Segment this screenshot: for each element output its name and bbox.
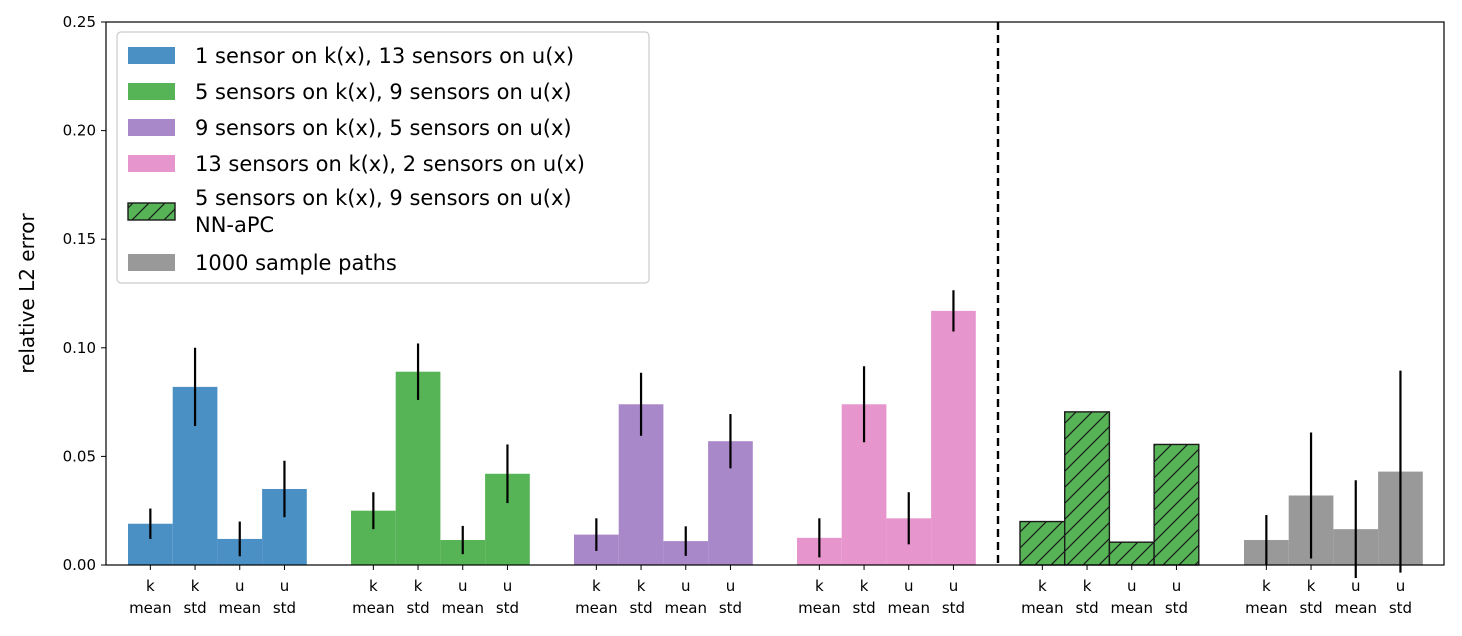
x-tick-label: k (191, 577, 200, 595)
x-tick-label: u (458, 577, 468, 595)
x-tick-label: k (1038, 577, 1047, 595)
legend-swatch (128, 155, 175, 172)
x-tick-label: u (503, 577, 513, 595)
x-tick-label: k (637, 577, 646, 595)
x-tick-label: std (1389, 599, 1412, 617)
x-tick-label: std (1075, 599, 1098, 617)
legend-swatch (128, 47, 175, 64)
bar (395, 371, 441, 565)
x-tick-label: k (815, 577, 824, 595)
legend-label: 9 sensors on k(x), 5 sensors on u(x) (195, 116, 572, 140)
legend-swatch-hatch (127, 202, 176, 221)
legend-swatch (128, 254, 175, 271)
legend-label: 5 sensors on k(x), 9 sensors on u(x) (195, 186, 572, 210)
x-tick-label: std (406, 599, 429, 617)
x-tick-label: u (1172, 577, 1182, 595)
legend-label: 13 sensors on k(x), 2 sensors on u(x) (195, 152, 585, 176)
x-tick-label: mean (664, 599, 707, 617)
y-tick-label: 0.20 (63, 122, 96, 140)
x-tick-label: k (1262, 577, 1271, 595)
legend-label: NN-aPC (195, 213, 274, 237)
legend-label: 1 sensor on k(x), 13 sensors on u(x) (195, 44, 574, 68)
x-tick-label: u (949, 577, 959, 595)
x-tick-label: k (860, 577, 869, 595)
x-tick-label: std (496, 599, 519, 617)
x-tick-label: u (1127, 577, 1137, 595)
x-tick-label: mean (352, 599, 395, 617)
x-tick-label: k (1307, 577, 1316, 595)
y-tick-label: 0.15 (63, 230, 96, 248)
x-tick-label: mean (441, 599, 484, 617)
x-tick-label: mean (218, 599, 261, 617)
x-tick-label: mean (1245, 599, 1288, 617)
x-tick-label: std (719, 599, 742, 617)
x-tick-label: u (235, 577, 245, 595)
y-axis-label: relative L2 error (15, 213, 39, 374)
y-tick-label: 0.10 (63, 339, 96, 357)
x-tick-label: u (1396, 577, 1406, 595)
x-tick-label: std (629, 599, 652, 617)
x-tick-label: std (1299, 599, 1322, 617)
x-tick-label: k (146, 577, 155, 595)
x-tick-label: u (1351, 577, 1361, 595)
legend-swatch (128, 83, 175, 100)
legend-label: 5 sensors on k(x), 9 sensors on u(x) (195, 80, 572, 104)
legend-label: 1000 sample paths (195, 251, 397, 275)
y-tick-label: 0.00 (63, 556, 96, 574)
y-tick-label: 0.05 (63, 447, 96, 465)
x-tick-label: u (280, 577, 290, 595)
bar-hatch-overlay (1108, 541, 1155, 566)
x-tick-label: mean (887, 599, 930, 617)
x-tick-label: u (726, 577, 736, 595)
x-tick-label: u (904, 577, 914, 595)
bar-hatch-overlay (1063, 411, 1111, 566)
x-tick-label: std (942, 599, 965, 617)
legend-swatch (128, 119, 175, 136)
x-tick-label: std (183, 599, 206, 617)
x-tick-label: mean (129, 599, 172, 617)
bar-hatch-overlay (1019, 520, 1066, 566)
bar (931, 310, 976, 565)
x-tick-label: mean (575, 599, 618, 617)
x-tick-label: k (592, 577, 601, 595)
bar-hatch-overlay (1153, 443, 1200, 566)
x-tick-label: k (414, 577, 423, 595)
x-tick-label: mean (798, 599, 841, 617)
x-tick-label: std (852, 599, 875, 617)
legend-box (116, 31, 650, 284)
x-tick-label: mean (1334, 599, 1377, 617)
x-tick-label: std (273, 599, 296, 617)
x-tick-label: mean (1110, 599, 1153, 617)
x-tick-label: k (1083, 577, 1092, 595)
y-tick-label: 0.25 (63, 13, 96, 31)
x-tick-label: std (1165, 599, 1188, 617)
x-tick-label: k (369, 577, 378, 595)
plot-frame (105, 21, 1445, 566)
x-tick-label: mean (1021, 599, 1064, 617)
x-tick-label: u (681, 577, 691, 595)
